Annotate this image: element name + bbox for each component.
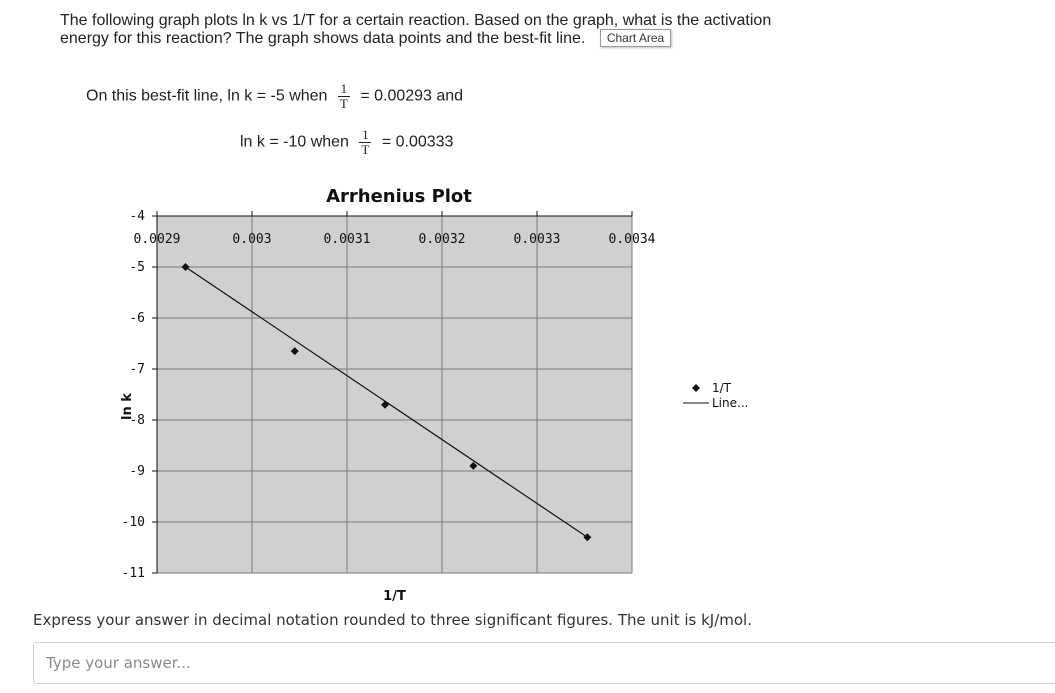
info-line-2-prefix: ln k = -10 when <box>240 133 349 151</box>
y-tick-label: -9 <box>129 464 145 479</box>
chart-title: Arrhenius Plot <box>326 186 472 207</box>
fraction-denominator: T <box>339 96 348 111</box>
info-line-1-suffix: = 0.00293 and <box>360 87 464 105</box>
y-tick-label: -7 <box>129 362 145 377</box>
fraction-denominator: T <box>361 142 370 157</box>
x-tick-label: 0.0034 <box>609 232 656 247</box>
arrhenius-chart: Arrhenius Plot 0.0029 0.003 0.0031 0.0032 0.… <box>120 186 748 604</box>
x-tick-label: 0.0031 <box>324 232 371 247</box>
y-tick-label: -4 <box>129 209 145 224</box>
chart-legend: 1/T Line... <box>683 381 748 410</box>
y-tick-label: -6 <box>129 311 145 326</box>
answer-input[interactable] <box>33 642 1055 684</box>
data-points <box>181 263 592 542</box>
data-point <box>583 533 592 542</box>
y-tick-label: -5 <box>129 260 145 275</box>
x-tick-label: 0.0032 <box>419 232 466 247</box>
legend-line-label: Line... <box>712 396 748 410</box>
fraction-1-over-t: 1 T <box>359 128 372 157</box>
data-point <box>469 461 478 470</box>
question-body: The following graph plots ln k vs 1/T fo… <box>60 12 772 47</box>
y-tick-label: -11 <box>122 566 145 581</box>
info-line-1: On this best-fit line, ln k = -5 when 1 … <box>86 82 463 112</box>
data-point <box>381 400 389 409</box>
x-tick-label: 0.0029 <box>134 232 181 247</box>
y-tick-label: -10 <box>122 515 145 530</box>
y-tick-label: -8 <box>129 413 145 428</box>
x-axis-label: 1/T <box>383 589 406 604</box>
question-text: The following graph plots ln k vs 1/T fo… <box>60 12 780 47</box>
legend-marker-icon <box>692 384 700 392</box>
info-line-1-prefix: On this best-fit line, ln k = -5 when <box>86 87 328 105</box>
x-tick-label: 0.0033 <box>514 232 561 247</box>
data-point <box>290 347 299 356</box>
legend-series-label: 1/T <box>712 381 732 395</box>
answer-instructions: Express your answer in decimal notation … <box>33 611 752 629</box>
y-axis-label: ln k <box>120 393 135 420</box>
fraction-1-over-t: 1 T <box>337 82 350 111</box>
x-tick-label: 0.003 <box>232 232 271 247</box>
fraction-numerator: 1 <box>359 128 372 143</box>
fraction-numerator: 1 <box>337 82 350 97</box>
info-line-2: ln k = -10 when 1 T = 0.00333 <box>240 128 453 158</box>
chart-area-tooltip: Chart Area <box>599 29 672 47</box>
data-point <box>181 263 190 271</box>
axes <box>152 211 633 574</box>
info-line-2-suffix: = 0.00333 <box>381 133 454 151</box>
tick-labels: 0.0029 0.003 0.0031 0.0032 0.0033 0.0034 -4 -5 -… <box>122 209 656 581</box>
